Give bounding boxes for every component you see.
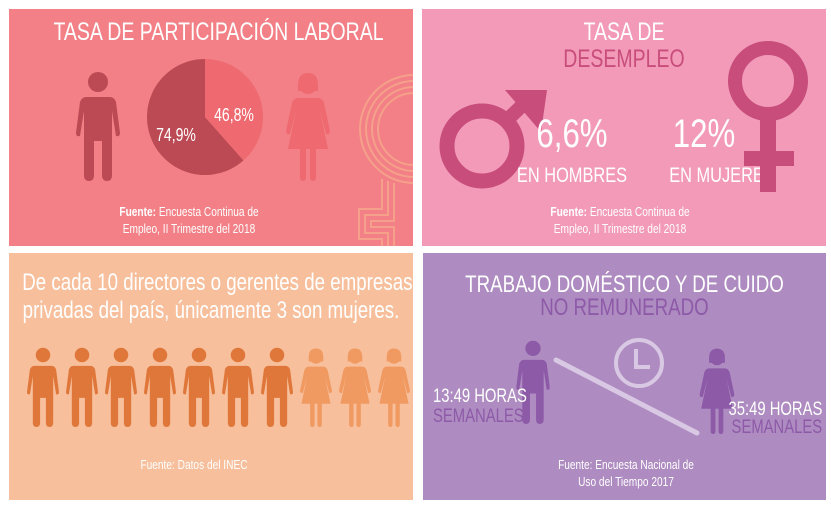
men-unemployment-label: EN HOMBRES — [516, 164, 628, 187]
domestic-panel: TRABAJO DOMÉSTICO Y DE CUIDO NO REMUNERA… — [423, 253, 826, 500]
source-line1: Encuesta Continua de — [589, 204, 690, 219]
pie-slice-women — [205, 59, 263, 161]
directors-text-line2: privadas del país, únicamente 3 son muje… — [22, 297, 400, 324]
woman-icon — [297, 347, 335, 427]
domestic-title-line1: TRABAJO DOMÉSTICO Y DE CUIDO — [465, 271, 784, 298]
divider-line — [553, 357, 700, 436]
participation-panel: TASA DE PARTICIPACIÓN LABORAL 74,9% 46,8… — [9, 9, 413, 246]
source-line1: Encuesta Continua de — [158, 204, 259, 219]
directors-text-line1: De cada 10 directores o gerentes de empr… — [22, 269, 413, 296]
men-hours: 13:49 HORAS — [433, 386, 527, 407]
woman-icon — [283, 71, 333, 181]
man-icon — [219, 347, 257, 427]
women-unemployment-value: 12% — [672, 112, 736, 156]
directors-source: Fuente: Datos del INEC — [140, 457, 248, 472]
man-icon — [24, 347, 62, 427]
source-label: Fuente: — [550, 204, 587, 219]
men-unemployment-value: 6,6% — [536, 112, 608, 156]
participation-source: Fuente: Encuesta Continua de Empleo, II … — [111, 203, 267, 237]
participation-pie — [147, 59, 263, 175]
unemployment-title-line2: DESEMPLEO — [563, 45, 685, 73]
man-icon — [63, 347, 101, 427]
woman-icon — [375, 347, 413, 427]
unemployment-source: Fuente: Encuesta Continua de Empleo, II … — [542, 203, 698, 237]
women-unemployment-label: EN MUJERES — [669, 164, 775, 187]
directors-panel: De cada 10 directores o gerentes de empr… — [9, 253, 413, 500]
unemployment-panel: TASA DE DESEMPLEO 6,6% EN HOMBRES 12% EN… — [422, 9, 826, 246]
source-line1: Fuente: Encuesta Nacional de — [558, 457, 694, 472]
source-label: Fuente: — [119, 204, 156, 219]
women-hours: 35:49 HORAS — [728, 399, 822, 420]
man-icon — [102, 347, 140, 427]
men-hours-unit: SEMANALES — [433, 406, 524, 427]
pie-label-women: 46,8% — [214, 105, 254, 125]
participation-title: TASA DE PARTICIPACIÓN LABORAL — [53, 18, 384, 46]
female-symbol-icon — [728, 41, 808, 192]
source-line2: Empleo, II Trimestre del 2018 — [122, 221, 256, 236]
man-icon — [141, 347, 179, 427]
female-symbol-icon — [358, 74, 413, 246]
clock-icon — [614, 338, 664, 388]
pie-label-men: 74,9% — [156, 125, 196, 145]
man-icon — [258, 347, 296, 427]
unemployment-title-line1: TASA DE — [583, 18, 665, 46]
source-line2: Uso del Tiempo 2017 — [578, 474, 674, 489]
male-symbol-icon — [439, 90, 547, 189]
women-hours-unit: SEMANALES — [731, 417, 822, 438]
source-line2: Empleo, II Trimestre del 2018 — [553, 221, 687, 236]
domestic-title-line2: NO REMUNERADO — [540, 294, 709, 321]
woman-icon — [336, 347, 374, 427]
pie-slice-men — [147, 59, 244, 175]
man-icon — [180, 347, 218, 427]
domestic-source: Fuente: Encuesta Nacional de Uso del Tie… — [548, 456, 704, 490]
man-icon — [73, 71, 123, 181]
